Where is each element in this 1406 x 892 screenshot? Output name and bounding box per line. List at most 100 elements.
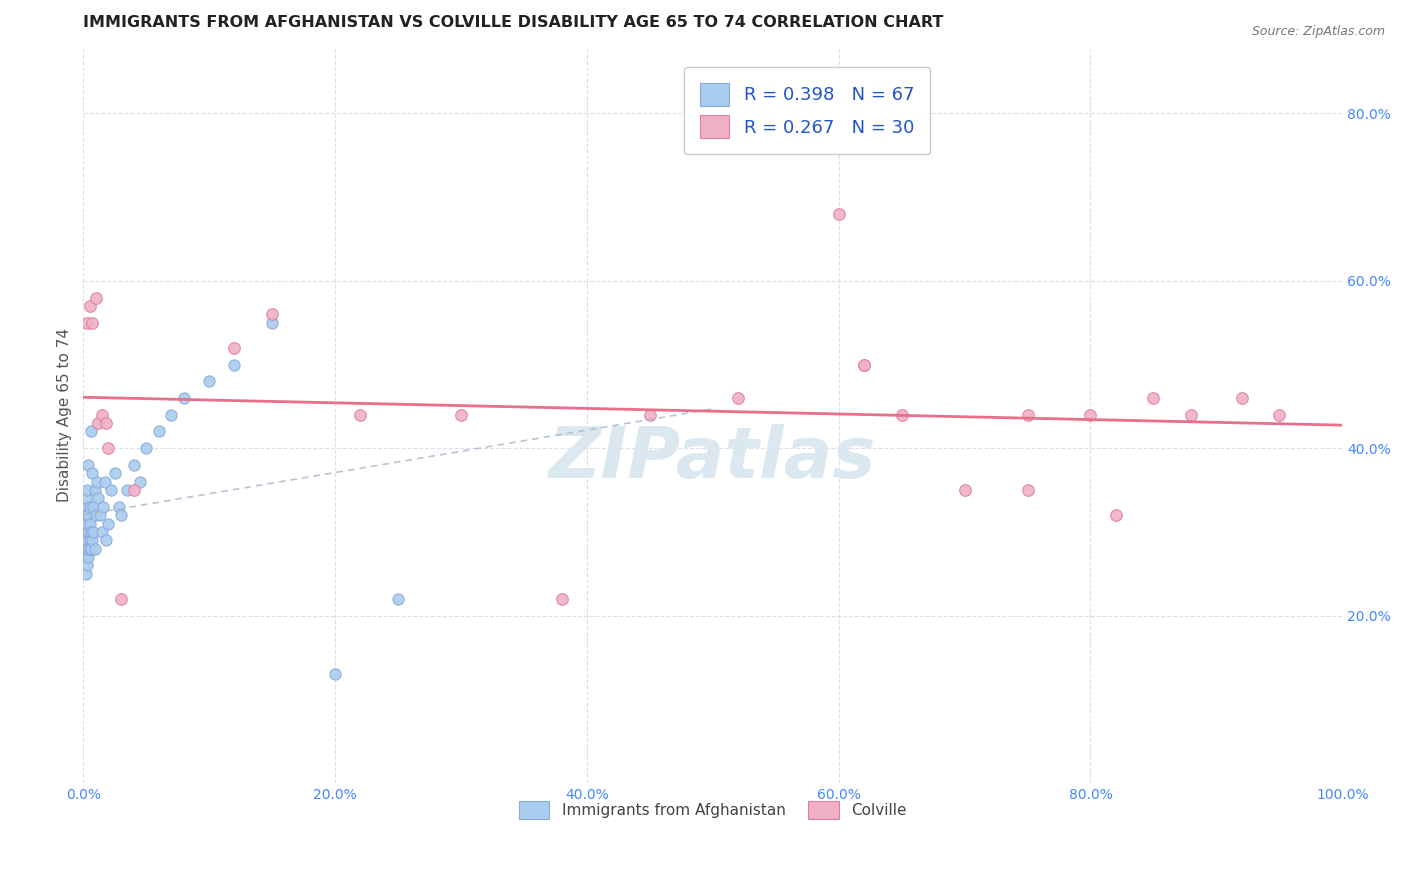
Point <box>224 358 246 372</box>
Point <box>73 541 96 556</box>
Point <box>1080 408 1102 422</box>
Point <box>110 508 132 523</box>
Point <box>89 508 111 523</box>
Point <box>73 524 96 539</box>
Point <box>94 533 117 548</box>
Point <box>87 416 110 430</box>
Point <box>77 549 100 564</box>
Point <box>852 358 875 372</box>
Point <box>93 475 115 489</box>
Point <box>104 467 127 481</box>
Point <box>117 483 139 497</box>
Point <box>1104 508 1126 523</box>
Point <box>87 491 110 506</box>
Point <box>77 541 100 556</box>
Point <box>73 516 96 531</box>
Point <box>1180 408 1202 422</box>
Point <box>82 524 104 539</box>
Point <box>79 533 101 548</box>
Point <box>148 425 170 439</box>
Point <box>224 341 246 355</box>
Point <box>76 558 98 573</box>
Point <box>73 508 96 523</box>
Point <box>323 667 346 681</box>
Point <box>76 541 98 556</box>
Point <box>75 541 97 556</box>
Point <box>97 441 120 455</box>
Point <box>551 591 574 606</box>
Point <box>827 207 849 221</box>
Point <box>84 508 107 523</box>
Point <box>135 441 157 455</box>
Point <box>77 508 100 523</box>
Point <box>890 408 912 422</box>
Point <box>110 591 132 606</box>
Point <box>82 316 104 330</box>
Point <box>1142 391 1164 405</box>
Point <box>198 374 221 388</box>
Point <box>83 541 105 556</box>
Point <box>79 299 101 313</box>
Point <box>100 483 122 497</box>
Point <box>97 516 120 531</box>
Point <box>77 458 100 472</box>
Point <box>75 524 97 539</box>
Point <box>76 508 98 523</box>
Point <box>79 500 101 514</box>
Point <box>79 541 101 556</box>
Text: Source: ZipAtlas.com: Source: ZipAtlas.com <box>1251 25 1385 38</box>
Point <box>80 541 103 556</box>
Point <box>1017 408 1039 422</box>
Point <box>349 408 371 422</box>
Point <box>852 358 875 372</box>
Point <box>77 524 100 539</box>
Point <box>76 316 98 330</box>
Point <box>107 500 129 514</box>
Point <box>75 491 97 506</box>
Point <box>73 533 96 548</box>
Point <box>387 591 409 606</box>
Point <box>122 483 145 497</box>
Point <box>75 500 97 514</box>
Point <box>82 500 104 514</box>
Point <box>82 533 104 548</box>
Point <box>262 307 284 321</box>
Point <box>80 524 103 539</box>
Point <box>93 500 115 514</box>
Point <box>953 483 976 497</box>
Point <box>73 524 96 539</box>
Point <box>75 508 97 523</box>
Point <box>173 391 195 405</box>
Point <box>262 316 284 330</box>
Point <box>76 483 98 497</box>
Point <box>76 524 98 539</box>
Point <box>1268 408 1291 422</box>
Point <box>638 408 661 422</box>
Point <box>727 391 749 405</box>
Point <box>91 524 114 539</box>
Point <box>73 508 96 523</box>
Point <box>75 549 97 564</box>
Point <box>80 425 103 439</box>
Point <box>83 483 105 497</box>
Point <box>76 533 98 548</box>
Point <box>75 566 97 581</box>
Point <box>91 408 114 422</box>
Point <box>160 408 183 422</box>
Point <box>122 458 145 472</box>
Point <box>86 475 108 489</box>
Y-axis label: Disability Age 65 to 74: Disability Age 65 to 74 <box>58 327 72 501</box>
Point <box>1017 483 1039 497</box>
Point <box>129 475 152 489</box>
Text: IMMIGRANTS FROM AFGHANISTAN VS COLVILLE DISABILITY AGE 65 TO 74 CORRELATION CHAR: IMMIGRANTS FROM AFGHANISTAN VS COLVILLE … <box>83 15 943 30</box>
Point <box>82 467 104 481</box>
Point <box>76 516 98 531</box>
Point <box>94 416 117 430</box>
Point <box>73 549 96 564</box>
Point <box>75 533 97 548</box>
Point <box>1230 391 1253 405</box>
Point <box>84 291 107 305</box>
Point <box>79 516 101 531</box>
Legend: Immigrants from Afghanistan, Colville: Immigrants from Afghanistan, Colville <box>512 793 914 827</box>
Point <box>75 516 97 531</box>
